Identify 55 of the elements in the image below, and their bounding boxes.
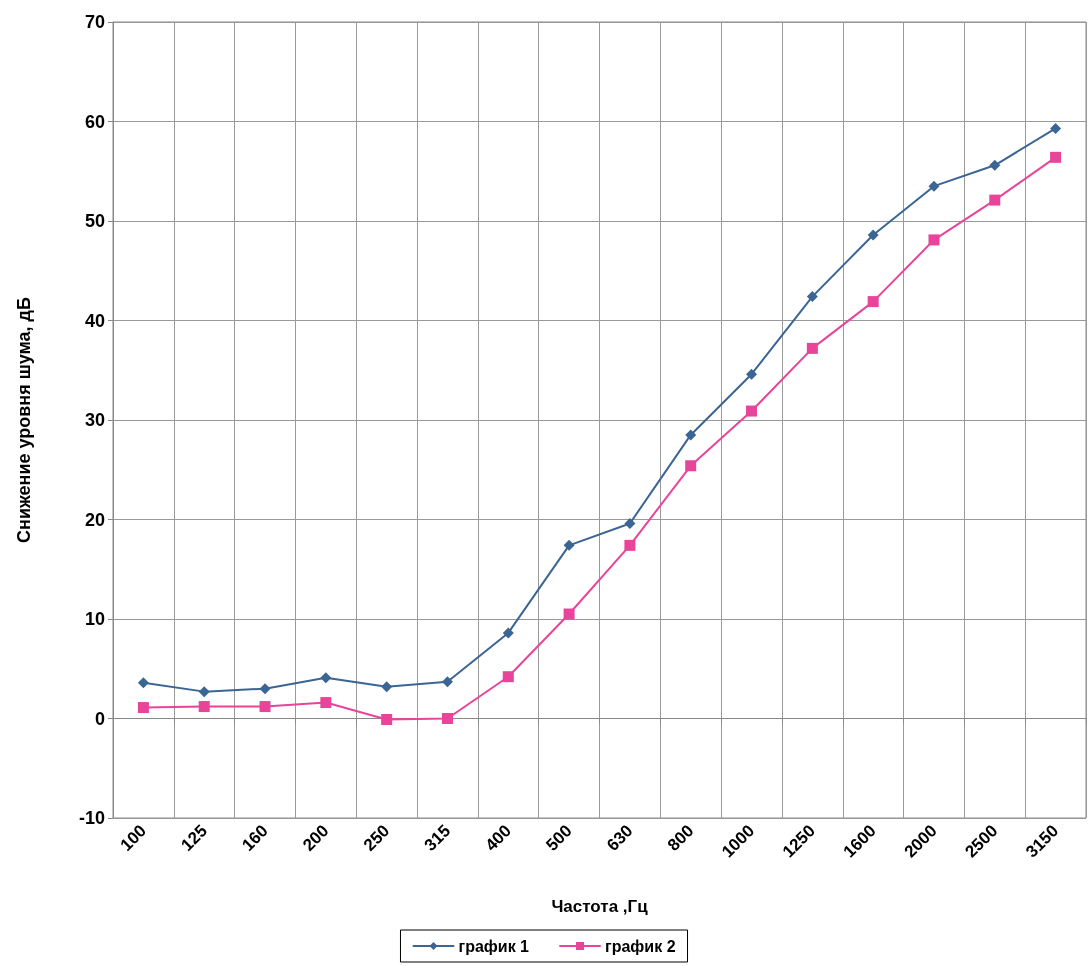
point (381, 681, 393, 693)
point (867, 229, 879, 241)
point (928, 234, 940, 246)
point (198, 701, 210, 713)
y-axis-title: Снижение уровня шума, дБ (14, 297, 34, 543)
point (198, 686, 210, 698)
y-tick-label: 0 (94, 708, 105, 729)
point (259, 683, 271, 695)
point (746, 368, 758, 380)
point (563, 608, 575, 620)
x-tick-label: 125 (177, 821, 211, 855)
point (1050, 122, 1062, 134)
point (381, 713, 393, 725)
point (624, 517, 636, 529)
point (502, 627, 514, 639)
point (320, 697, 332, 709)
y-tick-label: 60 (84, 111, 105, 132)
point (624, 539, 636, 551)
y-tick-label: 30 (84, 410, 105, 430)
x-tick-label: 100 (116, 821, 151, 855)
point (867, 296, 879, 308)
point (806, 291, 818, 303)
point (137, 677, 149, 689)
x-tick-label: 500 (542, 821, 576, 855)
x-tick-label: 400 (481, 821, 515, 855)
point (563, 539, 575, 551)
y-tick-label: 20 (84, 509, 105, 530)
point (989, 194, 1001, 206)
x-tick-label: 160 (238, 821, 272, 855)
x-tick-label: 250 (359, 821, 394, 855)
point (685, 429, 697, 441)
point (441, 676, 453, 688)
point (806, 342, 818, 354)
legend-label: график 1 (458, 937, 530, 955)
legend-label: график 2 (605, 937, 676, 955)
x-tick-label: 630 (603, 821, 637, 855)
point (685, 460, 697, 472)
point (928, 180, 940, 192)
x-tick-label: 200 (299, 821, 333, 855)
point (1050, 151, 1062, 163)
point (441, 713, 453, 724)
y-tick-label: 50 (84, 211, 105, 231)
point (502, 671, 514, 683)
point (746, 405, 758, 417)
x-axis-title: Частота ,Гц (551, 897, 649, 916)
point (320, 672, 332, 684)
x-tick-label: 315 (420, 821, 455, 855)
y-tick-label: 70 (84, 12, 105, 32)
point (989, 159, 1001, 171)
y-tick-label: 40 (84, 310, 105, 331)
point (259, 701, 271, 713)
y-tick-label: -10 (78, 808, 105, 828)
y-tick-label: 10 (84, 609, 105, 629)
point (137, 702, 149, 714)
x-tick-label: 800 (663, 821, 698, 855)
